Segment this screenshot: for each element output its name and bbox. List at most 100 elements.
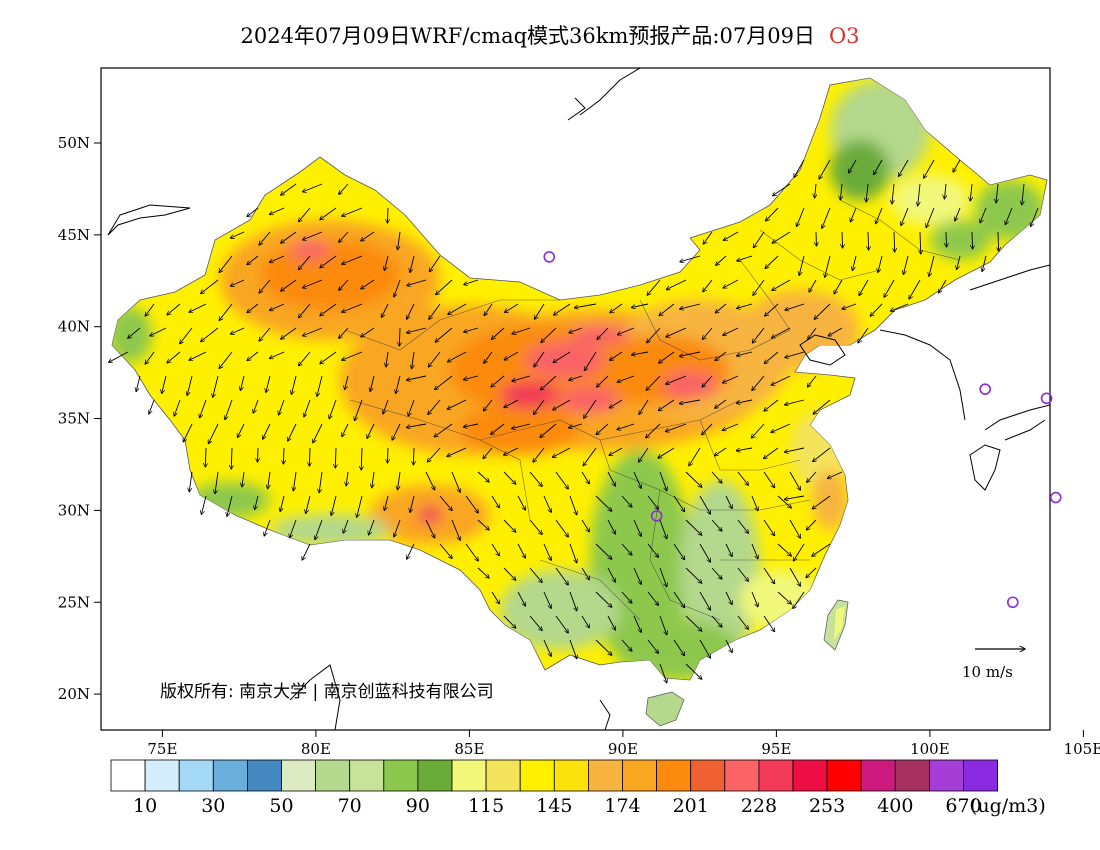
colorbar-swatch [929,759,964,792]
wind-arrow [503,519,516,532]
wind-arrow [255,495,259,510]
wind-vectors [109,159,1039,683]
station-marker [543,251,556,263]
wind-arrow [427,447,441,462]
colorbar-swatch [246,759,282,792]
wind-arrow [410,255,415,272]
colorbar-swatch [690,759,726,792]
wind-arrow [711,519,722,531]
wind-arrow [646,423,661,438]
wind-arrow [342,303,363,312]
wind-arrow [569,375,583,380]
colorbar-label: 70 [338,795,362,817]
wind-arrow [595,591,612,607]
wind-arrow [281,327,297,339]
wind-arrow [595,639,612,655]
wind-arrow [806,519,817,530]
wind-arrow [512,375,531,381]
wind-arrow [512,327,531,334]
colorbar-swatch [588,759,623,792]
wind-arrow [763,567,775,584]
wind-arrow [303,231,323,240]
wind-arrow [425,471,435,490]
wind-arrow [777,495,791,508]
lat-tick-label: 20N [58,685,90,703]
colorbar-label: 228 [741,795,777,817]
wind-arrow [581,519,589,532]
wind-arrow [814,303,831,319]
wind-arrow [303,327,323,336]
colorbar-swatch [792,759,828,792]
taiwan-core [834,606,845,640]
wind-arrow [477,567,489,578]
wind-arrow [777,591,791,604]
wind-arrow [607,471,616,486]
wind-arrow [850,207,857,222]
wind-arrow [406,375,427,380]
wind-arrow [201,279,219,294]
wind-arrow [703,279,713,292]
wind-arrow [504,351,519,360]
wind-arrow [174,399,181,416]
wind-arrow [213,375,219,397]
wind-arrow [189,303,207,312]
wind-arrow [167,351,181,363]
wind-arrow [723,327,739,335]
wind-arrow [149,399,155,414]
lat-tick-label: 45N [58,226,90,244]
wind-arrow [412,351,415,369]
colorbar-swatch [553,759,589,792]
wind-arrow [584,399,597,418]
wind-arrow [230,327,245,334]
wind-arrow [477,471,489,482]
wind-arrow [849,159,857,173]
wind-arrow [491,375,505,387]
wind-arrow [609,447,623,456]
colorbar-swatch [963,759,998,792]
wind-reference: 10 m/s [962,649,1025,681]
wind-arrow [763,615,775,632]
hainan-island [645,691,685,727]
wind-arrow [555,519,568,537]
wind-arrow [370,375,375,392]
wind-arrow [723,279,739,288]
wind-arrow [145,351,155,364]
wind-arrow [659,303,675,316]
wind-arrow [293,471,297,491]
wind-arrow [972,231,973,249]
wind-arrow [685,663,702,679]
colorbar-swatch [894,759,930,792]
wind-arrow [736,399,753,403]
wind-arrow [939,279,947,293]
wind-arrow [703,231,713,244]
wind-arrow [715,303,727,313]
wind-arrow [361,231,375,241]
wind-arrow [789,519,801,538]
wind-arrow [581,471,589,484]
wind-arrow [343,519,349,533]
wind-arrow [399,327,400,346]
wind-arrow [996,183,998,203]
wind-arrow [543,495,551,512]
wind-arrow [339,279,349,290]
wind-arrow [533,447,545,462]
wind-arrow [553,303,571,315]
wind-arrow [529,471,542,487]
wind-arrow [259,279,271,293]
wind-arrow [392,423,401,440]
wind-arrow [607,615,616,630]
wind-arrow [806,567,817,578]
wind-arrow [878,255,883,272]
wind-arrow [290,519,297,538]
wind-arrow [503,471,516,484]
wind-arrow [298,255,311,270]
wind-arrow [491,543,499,556]
wind-arrow [491,591,499,604]
wind-arrow [736,351,753,356]
pollutant-label: O3 [828,24,860,48]
wind-arrow [789,567,801,586]
wind-arrow [435,327,453,342]
station-marker [650,510,663,522]
latitude-axis: 50N 45N 40N 35N 30N 25N 20N [58,134,101,703]
wind-arrow [317,375,323,396]
